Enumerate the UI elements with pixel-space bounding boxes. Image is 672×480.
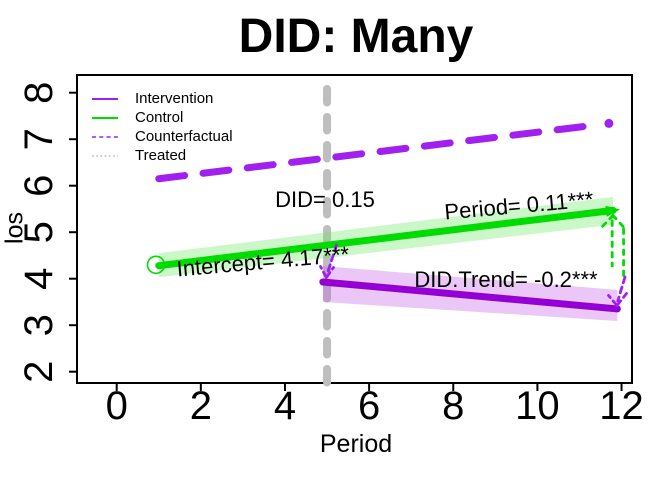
effect-arrow-segment: [611, 214, 626, 229]
legend-label: Counterfactual: [135, 128, 233, 145]
counterfactual-end-dot: [604, 118, 614, 128]
y-tick-label: 8: [17, 82, 61, 104]
legend-item-control: Control: [91, 108, 233, 127]
plot-title: DID: Many: [238, 10, 474, 63]
x-tick-label: 0: [106, 384, 128, 428]
x-tick-label: 6: [358, 384, 380, 428]
x-axis-label: Period: [319, 430, 393, 458]
annotation-did-trend: DID.Trend= -0.2***: [414, 267, 598, 292]
x-tick-label: 10: [515, 384, 560, 428]
legend-item-counterfactual: Counterfactual: [91, 127, 233, 146]
y-tick-label: 4: [17, 268, 61, 290]
y-tick-label: 5: [17, 221, 61, 243]
control-arrowhead: [605, 205, 620, 217]
y-tick-label: 3: [17, 314, 61, 336]
legend-line-sample: [92, 116, 118, 119]
legend-item-treated: Treated: [91, 146, 233, 165]
effect-arrow-segment: [319, 265, 328, 279]
effect-arrow-segment: [616, 275, 627, 303]
legend: Intervention Control Counterfactual Trea…: [91, 89, 233, 165]
legend-line-sample: [92, 97, 118, 100]
legend-label: Intervention: [135, 90, 214, 107]
effect-arrow-segment: [326, 243, 338, 275]
intercept-marker: [146, 255, 166, 275]
y-axis-label: los: [0, 212, 29, 244]
x-tick-label: 4: [274, 384, 296, 428]
y-tick-label: 2: [17, 361, 61, 383]
x-tick-label: 8: [442, 384, 464, 428]
control-line: [155, 206, 617, 270]
x-tick-label: 12: [599, 384, 644, 428]
plot-box: [76, 74, 633, 384]
counterfactual-line: [155, 123, 587, 183]
intervention-line: [319, 278, 621, 313]
annotation-did: DID= 0.15: [275, 187, 375, 212]
legend-label: Control: [135, 109, 184, 126]
legend-item-intervention: Intervention: [91, 89, 233, 108]
y-tick-label: 7: [17, 128, 61, 150]
effect-arrow-segment: [615, 292, 628, 307]
effect-arrow-segment: [607, 294, 619, 307]
y-tick-label: 6: [17, 175, 61, 197]
effect-arrow-segment: [600, 214, 615, 229]
effect-arrow-segment: [324, 266, 335, 279]
legend-line-sample: [92, 135, 118, 138]
x-tick-label: 2: [190, 384, 212, 428]
legend-label: Treated: [135, 147, 187, 164]
legend-line-sample: [92, 154, 118, 157]
